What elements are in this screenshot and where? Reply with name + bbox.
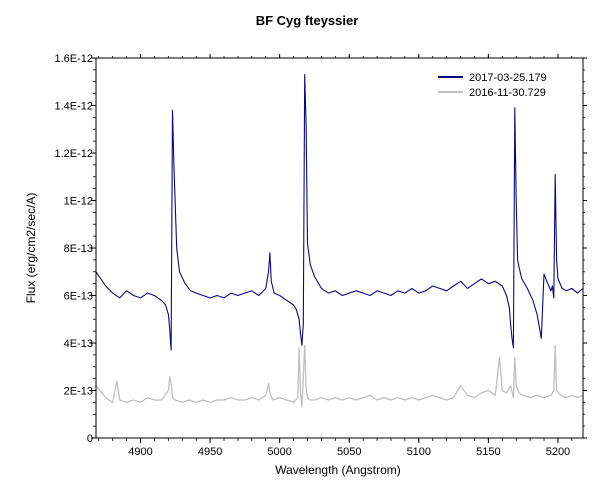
chart-title: BF Cyg fteyssier (256, 13, 359, 28)
legend: 2017-03-25.179 2016-11-30.729 (438, 72, 547, 99)
y-axis-label: Flux (erg/cm2/sec/A) (24, 193, 38, 304)
x-axis-label: Wavelength (Angstrom) (275, 463, 401, 477)
y-tick-label: 2E-13 (64, 386, 93, 398)
y-tick-label: 8E-13 (64, 243, 93, 255)
legend-label: 2017-03-25.179 (469, 72, 547, 84)
x-tick-label: 5050 (337, 446, 361, 458)
x-tick-label: 4900 (128, 446, 152, 458)
x-tick-label: 4950 (198, 446, 222, 458)
axes-layer: 0 2E-13 4E-13 6E-13 8E-13 1E-12 1.2E-12 1.4E-12… (54, 53, 587, 458)
series-line-2 (95, 344, 584, 408)
legend-label: 2016-11-30.729 (469, 87, 546, 99)
series-layer (95, 74, 584, 408)
y-tick-label: 1.4E-12 (54, 101, 93, 113)
x-tick-label: 5100 (407, 446, 431, 458)
y-tick-label: 4E-13 (64, 338, 93, 350)
x-tick-label: 5150 (476, 446, 500, 458)
y-tick-label: 1.6E-12 (54, 53, 93, 65)
x-tick-label: 5200 (546, 446, 570, 458)
y-tick-label: 6E-13 (64, 291, 93, 303)
y-tick-label: 1.2E-12 (54, 148, 93, 160)
x-tick-label: 5000 (267, 446, 291, 458)
y-tick-label: 1E-12 (64, 196, 93, 208)
y-tick-label: 0 (87, 433, 93, 445)
series-line-1 (95, 74, 584, 351)
